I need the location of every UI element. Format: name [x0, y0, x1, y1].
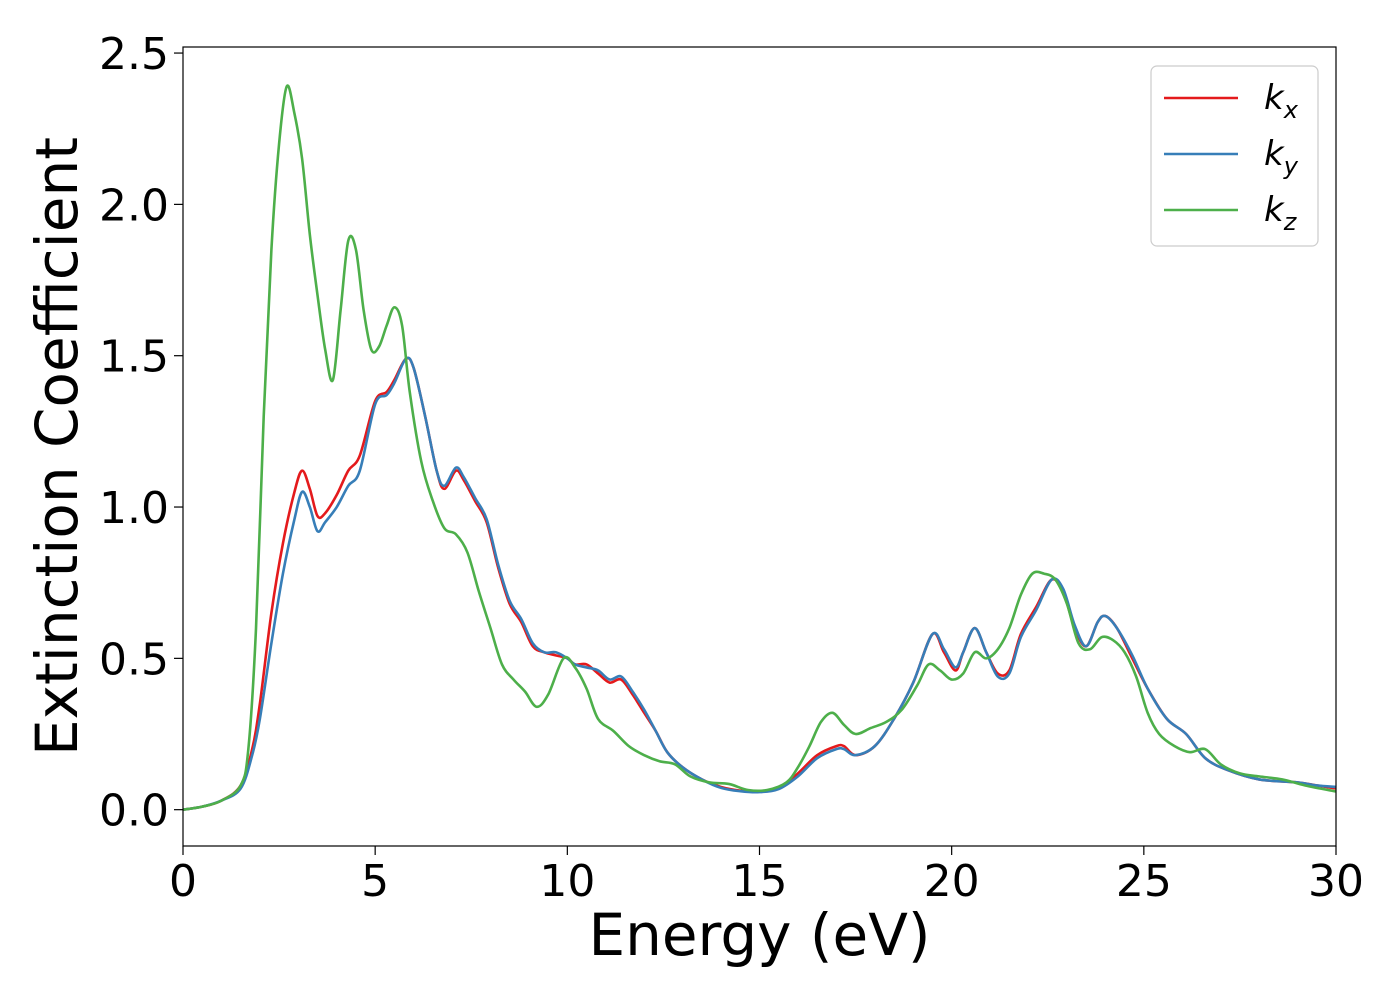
series-line-y [183, 356, 1336, 811]
y-tick-label: 0.0 [99, 786, 169, 837]
y-tick-label: 1.0 [99, 483, 169, 534]
legend-label-z: kz [1264, 190, 1298, 236]
series-line-z [183, 84, 1336, 811]
y-tick-label: 2.5 [99, 29, 169, 80]
x-tick-label: 20 [924, 856, 980, 907]
legend: kx ky kz [1150, 65, 1319, 247]
y-tick-label: 1.5 [99, 332, 169, 383]
y-tick-label: 0.5 [99, 634, 169, 685]
x-axis-ticks: 0 5 10 15 20 25 30 [169, 846, 1364, 907]
y-tick-label: 2.0 [99, 180, 169, 231]
legend-label-y: ky [1264, 134, 1299, 180]
x-tick-label: 25 [1116, 856, 1172, 907]
y-axis-ticks: 0.0 0.5 1.0 1.5 2.0 2.5 [99, 29, 183, 837]
x-axis-title: Energy (eV) [588, 901, 930, 969]
legend-label-x: kx [1264, 78, 1299, 124]
legend-box [1150, 65, 1319, 247]
plot-lines [183, 84, 1336, 811]
series-line-x [183, 356, 1336, 811]
x-tick-label: 10 [539, 856, 595, 907]
x-tick-label: 5 [361, 856, 389, 907]
x-tick-label: 15 [732, 856, 788, 907]
x-tick-label: 30 [1308, 856, 1364, 907]
y-axis-title: Extinction Coefficient [23, 137, 91, 756]
x-tick-label: 0 [169, 856, 197, 907]
